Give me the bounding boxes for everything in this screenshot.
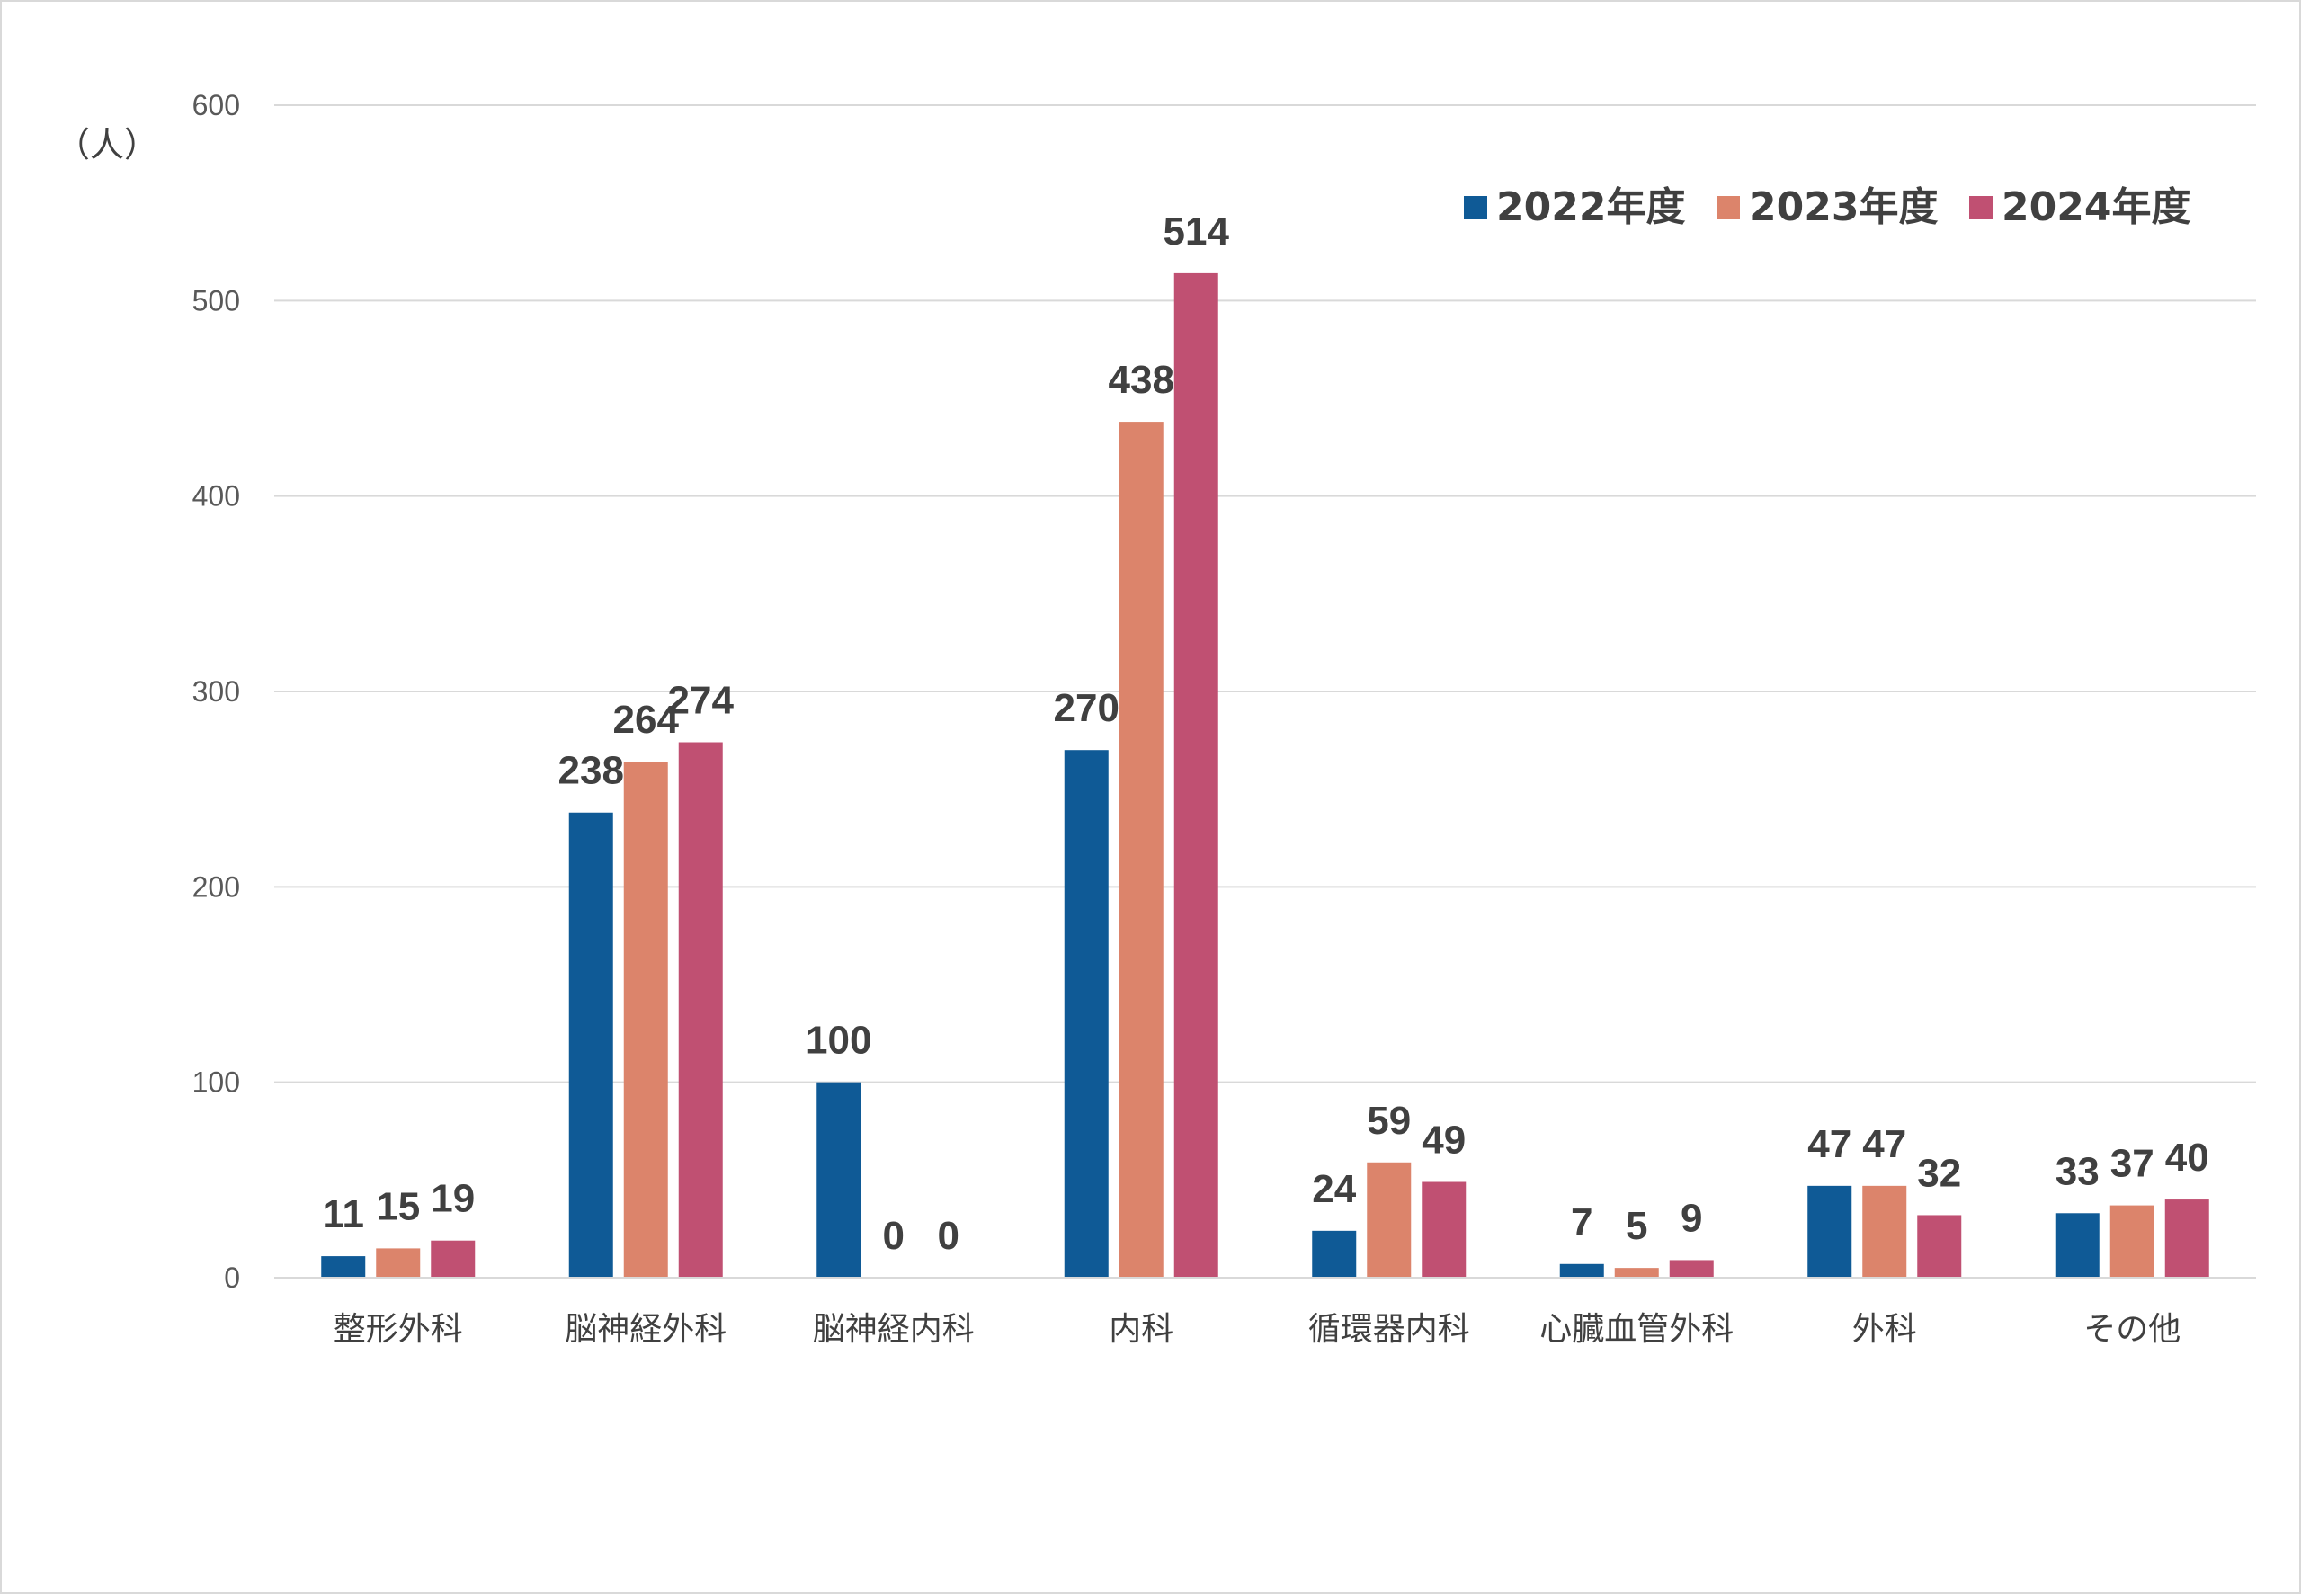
x-tick-label: 脳神経外科 <box>565 1311 727 1348</box>
legend-label: 2023年度 <box>1749 184 1938 230</box>
bar <box>1064 750 1109 1278</box>
bar <box>431 1240 476 1278</box>
y-tick-label: 400 <box>192 480 240 513</box>
bar <box>1173 272 1218 1278</box>
bar <box>1559 1263 1604 1278</box>
bar <box>568 812 613 1278</box>
legend-label: 2022年度 <box>1496 184 1685 230</box>
data-label: 37 <box>2110 1142 2154 1186</box>
data-label: 47 <box>1862 1122 1906 1166</box>
legend: 2022年度 2023年度 2024年度 <box>1464 184 2190 230</box>
data-label: 33 <box>2056 1149 2100 1193</box>
bar <box>2055 1213 2100 1278</box>
bar <box>1312 1230 1357 1278</box>
y-tick-label: 0 <box>224 1262 240 1294</box>
data-label: 514 <box>1164 210 1230 254</box>
data-label: 32 <box>1917 1151 1961 1195</box>
bar <box>1669 1260 1714 1278</box>
data-label: 11 <box>322 1192 364 1236</box>
y-axis: 0 100 200 300 400 500 600 <box>192 89 240 1294</box>
data-label: 40 <box>2165 1136 2209 1180</box>
bar <box>1367 1162 1412 1278</box>
y-tick-label: 500 <box>192 284 240 317</box>
x-tick-label: 脳神経内科 <box>813 1311 975 1348</box>
bar <box>1862 1185 1907 1278</box>
x-tick-label: 内科 <box>1109 1311 1173 1348</box>
bar <box>376 1248 421 1278</box>
x-axis: 整形外科 脳神経外科 脳神経内科 内科 循環器内科 心臓血管外科 外科 その他 <box>274 1277 2256 1348</box>
x-tick-label: 外科 <box>1852 1311 1917 1348</box>
data-label: 264 <box>613 698 680 742</box>
data-label: 0 <box>883 1214 905 1258</box>
data-label: 7 <box>1571 1200 1592 1244</box>
bars <box>321 272 2209 1279</box>
y-tick-label: 300 <box>192 675 240 708</box>
bar <box>1422 1181 1467 1278</box>
y-tick-label: 200 <box>192 870 240 903</box>
bar <box>1119 422 1164 1279</box>
x-tick-label: 心臓血管外科 <box>1539 1311 1734 1348</box>
y-tick-label: 600 <box>192 89 240 121</box>
data-label: 100 <box>806 1019 871 1063</box>
data-label: 59 <box>1367 1099 1411 1143</box>
data-label: 270 <box>1054 686 1119 730</box>
bar <box>321 1256 366 1278</box>
bar <box>2109 1205 2154 1278</box>
data-label: 49 <box>1422 1119 1466 1163</box>
legend-swatch <box>1464 196 1487 219</box>
x-tick-label: 整形外科 <box>334 1311 463 1348</box>
legend-swatch <box>1969 196 1993 219</box>
data-label: 24 <box>1312 1167 1356 1211</box>
legend-swatch <box>1717 196 1740 219</box>
x-tick-label: 循環器内科 <box>1308 1311 1470 1348</box>
bar <box>2164 1199 2209 1278</box>
y-tick-label: 100 <box>192 1066 240 1099</box>
bar <box>1614 1268 1659 1278</box>
y-axis-unit-label: （人） <box>56 125 158 165</box>
x-tick-label: その他 <box>2083 1311 2181 1348</box>
data-label: 274 <box>668 679 735 723</box>
data-label: 438 <box>1109 358 1174 402</box>
data-label: 47 <box>1807 1122 1851 1166</box>
bar <box>816 1082 861 1278</box>
data-label: 0 <box>938 1214 959 1258</box>
bar <box>1917 1215 1962 1278</box>
data-label: 238 <box>558 749 624 793</box>
data-label: 9 <box>1681 1196 1702 1240</box>
data-label: 15 <box>376 1184 420 1228</box>
legend-label: 2024年度 <box>2002 184 2190 230</box>
bar <box>623 762 668 1278</box>
bar <box>678 742 723 1278</box>
bar <box>1807 1185 1852 1278</box>
data-label: 19 <box>431 1177 475 1221</box>
data-label: 5 <box>1626 1204 1647 1248</box>
